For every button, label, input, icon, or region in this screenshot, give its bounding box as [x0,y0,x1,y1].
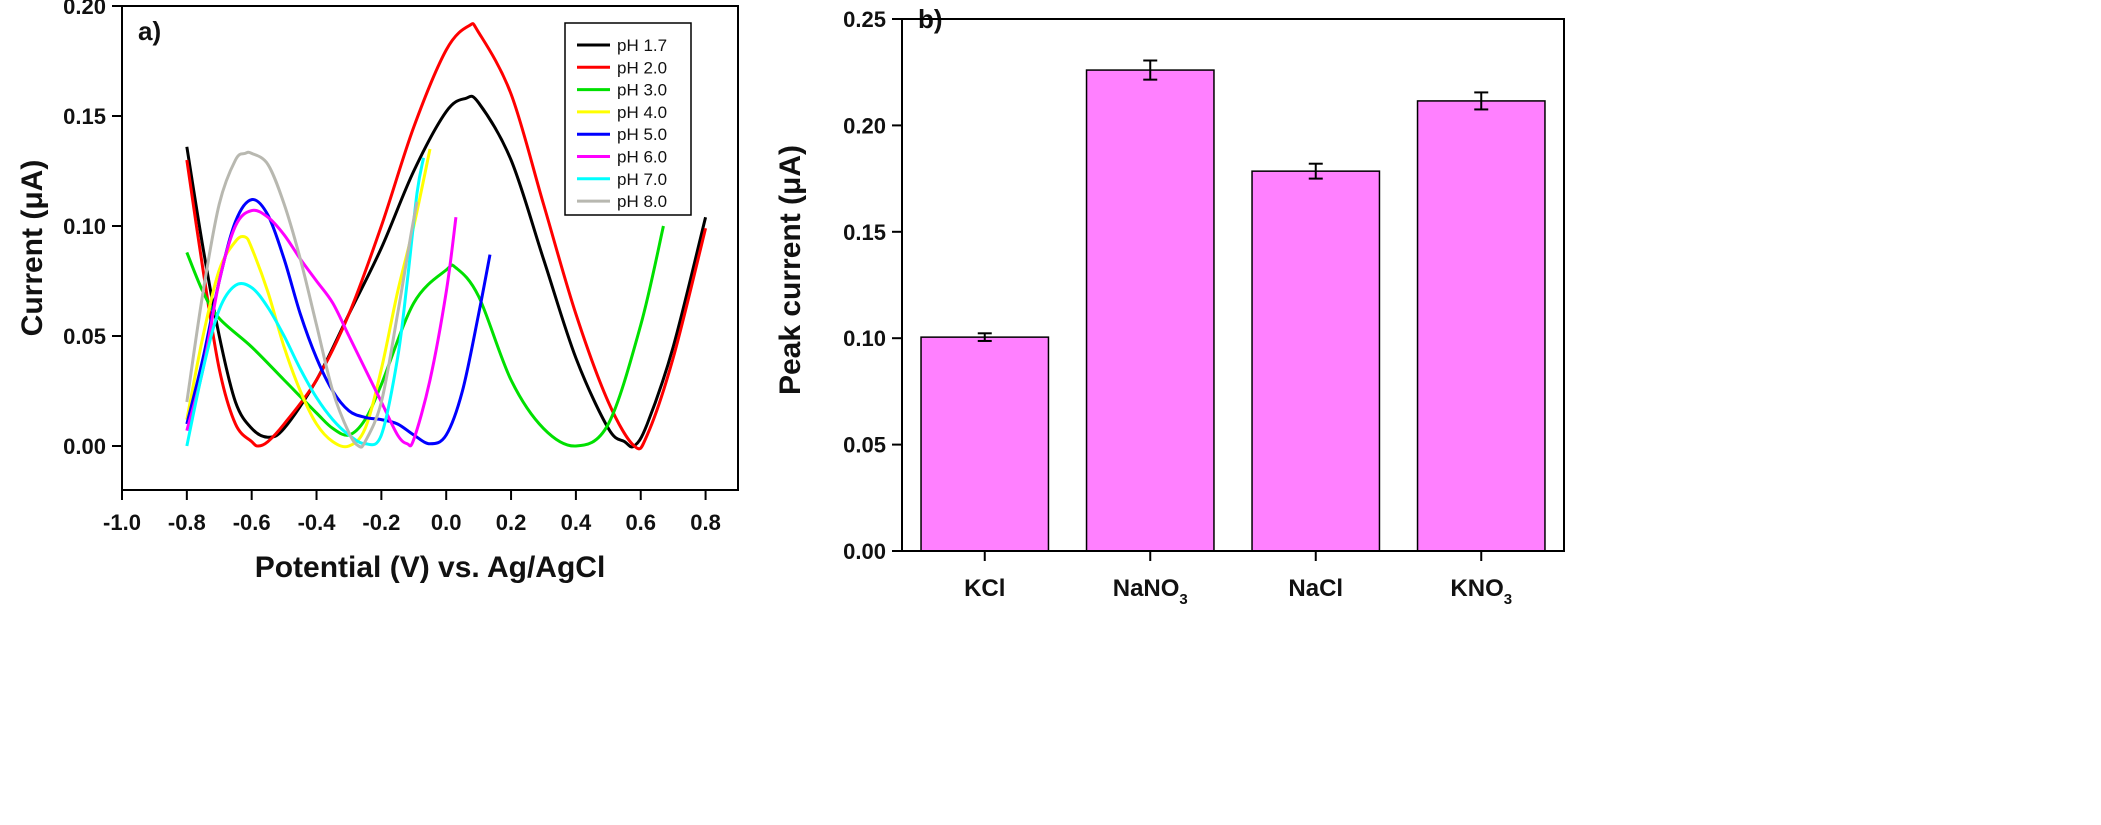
series-line-ph-3-0 [185,225,665,448]
legend-box [564,22,692,216]
x-tick-label: -0.8 [168,510,206,535]
legend-label: pH 1.7 [617,36,667,55]
plot-b-frame [901,18,1565,552]
category-label: NaCl [1288,575,1343,602]
legend-label: pH 2.0 [617,58,667,77]
y-tick-label: 0.15 [843,220,886,245]
y-tick-label: 0.00 [63,434,106,459]
category-label: NaNO3 [1113,575,1188,608]
series-line-ph-8-0 [185,150,419,449]
x-axis-ticks: KCl NaNO3 NaCl KNO3 [964,551,1512,608]
bar-nano3 [1085,69,1215,552]
plot-a-frame [121,5,739,491]
y-tick-label: 0.25 [843,7,886,32]
x-tick-label: -1.0 [103,510,141,535]
y-axis-ticks: 0.00 0.05 0.10 0.15 0.20 0.25 [843,7,902,564]
bars-group [920,59,1546,552]
panel-a-line-chart: a) -1.0 -0.8 -0.6 -0.4 -0.2 0.0 0.2 0.4 0.6 0.8 0… [16,0,739,584]
x-tick-label: 0.6 [625,510,656,535]
legend-label: pH 4.0 [617,103,667,122]
y-tick-label: 0.20 [63,0,106,19]
y-tick-label: 0.20 [843,113,886,138]
legend-label: pH 3.0 [617,81,667,100]
legend: pH 1.7 pH 2.0 pH 3.0 pH 4.0 pH 5.0 pH 6.0 pH 7… [564,22,692,216]
y-tick-label: 0.00 [843,539,886,564]
x-tick-label: -0.2 [362,510,400,535]
y-axis-ticks: 0.00 0.05 0.10 0.15 0.20 [63,0,122,459]
x-tick-label: 0.4 [561,510,592,535]
y-tick-label: 0.05 [843,433,886,458]
y-tick-label: 0.15 [63,104,106,129]
legend-label: pH 7.0 [617,170,667,189]
bar-kno3 [1416,100,1546,552]
series-group [185,22,708,451]
legend-label: pH 6.0 [617,148,667,167]
legend-label: pH 5.0 [617,125,667,144]
series-line-ph-1-7 [185,94,708,449]
panel-a-label: a) [138,16,161,46]
x-tick-label: -0.4 [298,510,337,535]
x-axis-title: Potential (V) vs. Ag/AgCl [255,551,606,584]
y-tick-label: 0.10 [843,326,886,351]
series-line-ph-7-0 [185,157,425,447]
category-label: KNO3 [1450,575,1512,608]
series-line-ph-2-0 [185,22,708,451]
y-tick-label: 0.05 [63,324,106,349]
series-line-ph-5-0 [185,198,492,446]
series-line-ph-6-0 [185,208,458,448]
x-tick-label: 0.0 [431,510,462,535]
y-tick-label: 0.10 [63,214,106,239]
x-tick-label: 0.8 [690,510,721,535]
x-axis-ticks: -1.0 -0.8 -0.6 -0.4 -0.2 0.0 0.2 0.4 0.6 0.8 [103,490,721,535]
bar-kcl [920,336,1050,552]
x-tick-label: 0.2 [496,510,527,535]
category-label: KCl [964,575,1005,602]
bar-nacl [1251,170,1381,552]
y-axis-title: Current (μA) [16,160,49,337]
legend-label: pH 8.0 [617,192,667,211]
y-axis-title: Peak current (μA) [774,145,807,395]
x-tick-label: -0.6 [233,510,271,535]
panel-b-bar-chart: b) 0.000.050.100.150.200.25 KCl NaNO3 NaCl… [774,4,1565,608]
